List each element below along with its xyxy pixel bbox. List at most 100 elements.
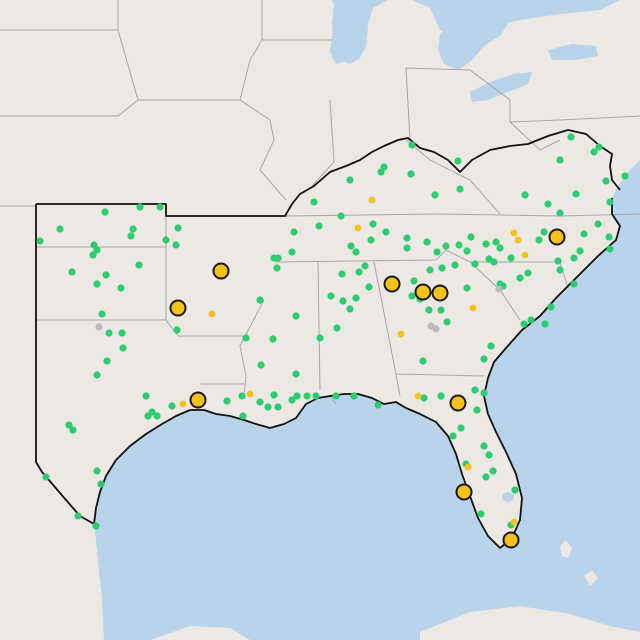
location-marker-green[interactable] <box>127 232 135 240</box>
location-marker-green[interactable] <box>264 403 272 411</box>
location-marker-green[interactable] <box>590 148 598 156</box>
location-marker-yellow-large[interactable] <box>383 275 401 293</box>
location-marker-gray[interactable] <box>432 325 440 333</box>
location-marker-green[interactable] <box>471 260 479 268</box>
location-marker-yellow-large[interactable] <box>431 284 449 302</box>
location-marker-green[interactable] <box>153 412 161 420</box>
location-marker-green[interactable] <box>156 203 164 211</box>
location-marker-green[interactable] <box>332 392 340 400</box>
location-marker-green[interactable] <box>303 392 311 400</box>
location-marker-green[interactable] <box>541 320 549 328</box>
location-marker-green[interactable] <box>473 406 481 414</box>
location-marker-green[interactable] <box>347 242 355 250</box>
location-marker-green[interactable] <box>292 370 300 378</box>
location-marker-green[interactable] <box>544 200 552 208</box>
location-marker-green[interactable] <box>443 318 451 326</box>
location-marker-green[interactable] <box>257 361 265 369</box>
location-marker-green[interactable] <box>105 329 113 337</box>
location-marker-yellow-large[interactable] <box>449 394 467 412</box>
location-marker-green[interactable] <box>327 292 335 300</box>
location-marker-yellow-large[interactable] <box>548 228 566 246</box>
location-marker-yellow-small[interactable] <box>464 463 472 471</box>
location-marker-green[interactable] <box>142 392 150 400</box>
location-marker-green[interactable] <box>556 209 564 217</box>
location-marker-green[interactable] <box>374 401 382 409</box>
location-marker-green[interactable] <box>477 510 485 518</box>
location-marker-green[interactable] <box>490 258 498 266</box>
location-marker-green[interactable] <box>423 238 431 246</box>
location-marker-yellow-small[interactable] <box>414 392 422 400</box>
location-marker-green[interactable] <box>172 241 180 249</box>
location-marker-green[interactable] <box>256 398 264 406</box>
location-marker-green[interactable] <box>437 392 445 400</box>
location-marker-green[interactable] <box>456 185 464 193</box>
location-marker-green[interactable] <box>594 220 602 228</box>
location-marker-green[interactable] <box>621 172 629 180</box>
location-marker-green[interactable] <box>117 284 125 292</box>
location-marker-green[interactable] <box>520 320 528 328</box>
location-marker-yellow-small[interactable] <box>514 236 522 244</box>
location-marker-green[interactable] <box>540 228 548 236</box>
location-marker-green[interactable] <box>355 268 363 276</box>
location-marker-green[interactable] <box>292 312 300 320</box>
location-marker-green[interactable] <box>74 512 82 520</box>
location-marker-green[interactable] <box>118 329 126 337</box>
location-marker-green[interactable] <box>425 306 433 314</box>
location-marker-green[interactable] <box>93 467 101 475</box>
location-marker-yellow-small[interactable] <box>354 224 362 232</box>
location-marker-green[interactable] <box>97 480 105 488</box>
location-marker-green[interactable] <box>410 277 418 285</box>
location-marker-green[interactable] <box>36 237 44 245</box>
location-marker-green[interactable] <box>431 191 439 199</box>
location-marker-green[interactable] <box>273 264 281 272</box>
location-marker-green[interactable] <box>419 357 427 365</box>
location-marker-green[interactable] <box>367 236 375 244</box>
location-marker-yellow-small[interactable] <box>179 400 187 408</box>
location-marker-green[interactable] <box>92 522 100 530</box>
location-marker-green[interactable] <box>288 248 296 256</box>
location-marker-green[interactable] <box>168 402 176 410</box>
location-marker-green[interactable] <box>606 198 614 206</box>
location-marker-green[interactable] <box>136 203 144 211</box>
location-marker-green[interactable] <box>312 392 320 400</box>
location-marker-green[interactable] <box>339 297 347 305</box>
location-marker-green[interactable] <box>42 473 50 481</box>
location-marker-yellow-small[interactable] <box>397 330 405 338</box>
location-marker-green[interactable] <box>451 261 459 269</box>
location-marker-green[interactable] <box>101 208 109 216</box>
location-marker-green[interactable] <box>361 262 369 270</box>
location-marker-green[interactable] <box>270 391 278 399</box>
location-marker-yellow-large[interactable] <box>212 262 230 280</box>
location-marker-green[interactable] <box>602 177 610 185</box>
location-marker-green[interactable] <box>554 257 562 265</box>
location-marker-yellow-small[interactable] <box>208 310 216 318</box>
location-marker-green[interactable] <box>377 168 385 176</box>
location-marker-gray[interactable] <box>95 323 103 331</box>
location-marker-green[interactable] <box>605 233 613 241</box>
location-marker-green[interactable] <box>492 238 500 246</box>
location-marker-green[interactable] <box>556 156 564 164</box>
location-marker-green[interactable] <box>570 254 578 262</box>
location-marker-green[interactable] <box>595 143 603 151</box>
location-marker-green[interactable] <box>556 266 564 274</box>
location-marker-green[interactable] <box>442 242 450 250</box>
location-marker-green[interactable] <box>485 451 493 459</box>
location-marker-green[interactable] <box>382 228 390 236</box>
location-marker-green[interactable] <box>69 426 77 434</box>
location-marker-green[interactable] <box>480 442 488 450</box>
location-marker-green[interactable] <box>437 306 445 314</box>
location-marker-green[interactable] <box>65 421 73 429</box>
location-marker-green[interactable] <box>98 310 106 318</box>
location-marker-green[interactable] <box>606 245 614 253</box>
location-marker-green[interactable] <box>463 247 471 255</box>
location-marker-green[interactable] <box>527 316 535 324</box>
location-marker-green[interactable] <box>103 357 111 365</box>
location-marker-yellow-large[interactable] <box>169 299 187 317</box>
location-marker-green[interactable] <box>350 392 358 400</box>
location-marker-green[interactable] <box>290 228 298 236</box>
location-marker-yellow-small[interactable] <box>368 196 376 204</box>
location-marker-yellow-large[interactable] <box>502 531 520 549</box>
location-marker-green[interactable] <box>242 334 250 342</box>
